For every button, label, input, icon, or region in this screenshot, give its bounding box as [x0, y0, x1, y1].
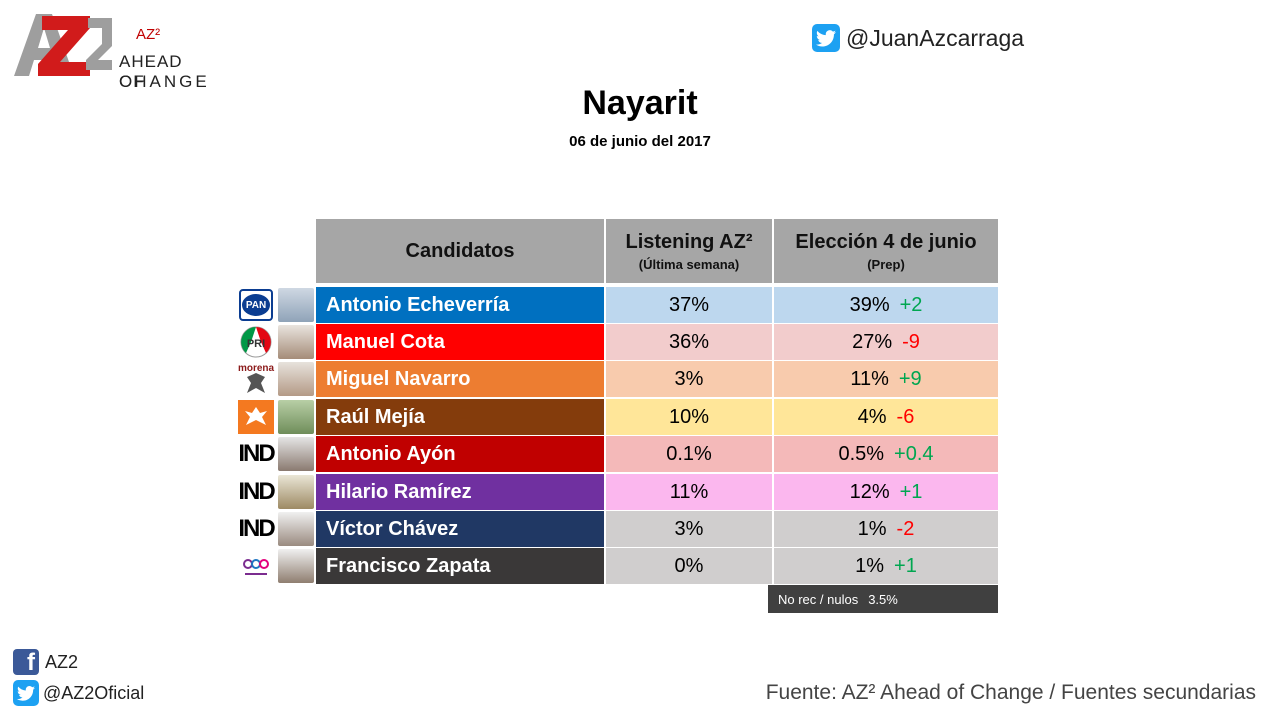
- election-cell: 1% +1: [774, 548, 998, 584]
- facebook-icon: f: [13, 649, 39, 675]
- election-cell: 27% -9: [774, 324, 998, 360]
- twitter-icon: [812, 24, 840, 52]
- svg-text:PRI: PRI: [247, 338, 265, 350]
- facebook-label: AZ2: [45, 651, 79, 672]
- listening-value: 0.1%: [606, 436, 772, 472]
- candidate-photo-7: [278, 512, 314, 546]
- header-candidates: Candidatos: [316, 219, 604, 283]
- morena-pt-logo: morena: [237, 361, 275, 397]
- table-row: Manuel Cota 36% 27% -9: [316, 324, 998, 360]
- twitter-link-bottom[interactable]: @AZ2Oficial: [13, 680, 144, 706]
- svg-text:morena: morena: [238, 363, 275, 374]
- election-value: 11%: [850, 367, 889, 390]
- election-cell: 4% -6: [774, 399, 998, 435]
- election-cell: 0.5% +0.4: [774, 436, 998, 472]
- candidate-name: Miguel Navarro: [316, 361, 604, 397]
- election-value: 12%: [849, 480, 890, 503]
- pri-logo: PRI: [237, 324, 275, 360]
- election-cell: 1% -2: [774, 511, 998, 547]
- brand-line2: CHANGE: [119, 72, 210, 91]
- az2-logo-icon: [14, 14, 112, 76]
- listening-value: 0%: [606, 548, 772, 584]
- header-listening: Listening AZ² (Última semana): [606, 219, 772, 283]
- table-row: Francisco Zapata 0% 1% +1: [316, 548, 998, 584]
- table-row: Hilario Ramírez 11% 12% +1: [316, 474, 998, 510]
- twitter-handle-top[interactable]: @JuanAzcarraga: [812, 24, 1024, 52]
- candidate-photo-3: [278, 362, 314, 396]
- table-row: Raúl Mejía 10% 4% -6: [316, 399, 998, 435]
- page-title: Nayarit: [582, 84, 698, 122]
- candidate-name: Antonio Echeverría: [316, 287, 604, 323]
- election-value: 27%: [852, 330, 893, 353]
- change-value: -9: [902, 330, 920, 353]
- twitter-icon: [13, 680, 39, 706]
- encuentro-social-logo: [237, 548, 275, 584]
- change-value: +0.4: [894, 442, 934, 465]
- null-votes-value: 3.5%: [868, 591, 898, 607]
- table-row: Miguel Navarro 3% 11% +9: [316, 361, 998, 397]
- change-value: -6: [896, 405, 915, 428]
- brand-superscript: AZ²: [136, 26, 161, 43]
- header-listening-label: Listening AZ²: [625, 230, 753, 253]
- candidate-photo-6: [278, 475, 314, 509]
- brand-line1: AHEAD OF: [119, 52, 183, 91]
- twitter-bottom-label: @AZ2Oficial: [43, 682, 145, 703]
- page-subtitle: 06 de junio del 2017: [569, 133, 711, 150]
- listening-value: 10%: [606, 399, 772, 435]
- candidate-photo-2: [278, 325, 314, 359]
- header-listening-sub: (Última semana): [638, 256, 740, 272]
- table-row: Antonio Ayón 0.1% 0.5% +0.4: [316, 436, 998, 472]
- candidate-name: Manuel Cota: [316, 324, 604, 360]
- header-election-label: Elección 4 de junio: [795, 230, 977, 253]
- candidate-photo-8: [278, 549, 314, 583]
- change-value: +1: [894, 554, 917, 577]
- ind-logo-2: IND: [238, 478, 275, 505]
- facebook-link[interactable]: f AZ2: [13, 649, 78, 675]
- election-cell: 11% +9: [774, 361, 998, 397]
- candidate-name: Víctor Chávez: [316, 511, 604, 547]
- ind-logo-1: IND: [238, 440, 275, 467]
- listening-value: 11%: [606, 474, 772, 510]
- table-row: Víctor Chávez 3% 1% -2: [316, 511, 998, 547]
- change-value: +1: [899, 480, 923, 503]
- candidate-name: Antonio Ayón: [316, 436, 604, 472]
- listening-value: 3%: [606, 361, 772, 397]
- election-cell: 39% +2: [774, 287, 998, 323]
- election-cell: 12% +1: [774, 474, 998, 510]
- change-value: +9: [898, 367, 922, 390]
- header-candidates-label: Candidatos: [405, 239, 515, 262]
- candidate-photo-4: [278, 400, 314, 434]
- pan-logo: PAN: [237, 287, 275, 323]
- header-election-sub: (Prep): [867, 256, 905, 272]
- election-value: 1%: [857, 517, 887, 540]
- listening-value: 37%: [606, 287, 772, 323]
- change-value: -2: [896, 517, 915, 540]
- null-votes-note: No rec / nulos 3.5%: [768, 585, 998, 613]
- candidate-name: Hilario Ramírez: [316, 474, 604, 510]
- table-row: Antonio Echeverría 37% 39% +2: [316, 287, 998, 323]
- election-value: 1%: [855, 554, 885, 577]
- candidate-name: Raúl Mejía: [316, 399, 604, 435]
- election-value: 4%: [857, 405, 887, 428]
- candidate-name: Francisco Zapata: [316, 548, 604, 584]
- null-votes-label: No rec / nulos: [778, 591, 859, 607]
- ind-logo-3: IND: [238, 515, 275, 542]
- listening-value: 36%: [606, 324, 772, 360]
- movimiento-ciudadano-logo: [237, 399, 275, 435]
- candidate-photo-1: [278, 288, 314, 322]
- brand-logo: AZ² AHEAD OF CHANGE: [12, 10, 212, 91]
- change-value: +2: [899, 293, 923, 316]
- election-value: 0.5%: [838, 442, 885, 465]
- twitter-handle-text: @JuanAzcarraga: [846, 24, 1025, 51]
- candidate-photo-5: [278, 437, 314, 471]
- listening-value: 3%: [606, 511, 772, 547]
- source-note: Fuente: AZ² Ahead of Change / Fuentes se…: [765, 681, 1256, 704]
- header-election: Elección 4 de junio (Prep): [774, 219, 998, 283]
- election-value: 39%: [849, 293, 890, 316]
